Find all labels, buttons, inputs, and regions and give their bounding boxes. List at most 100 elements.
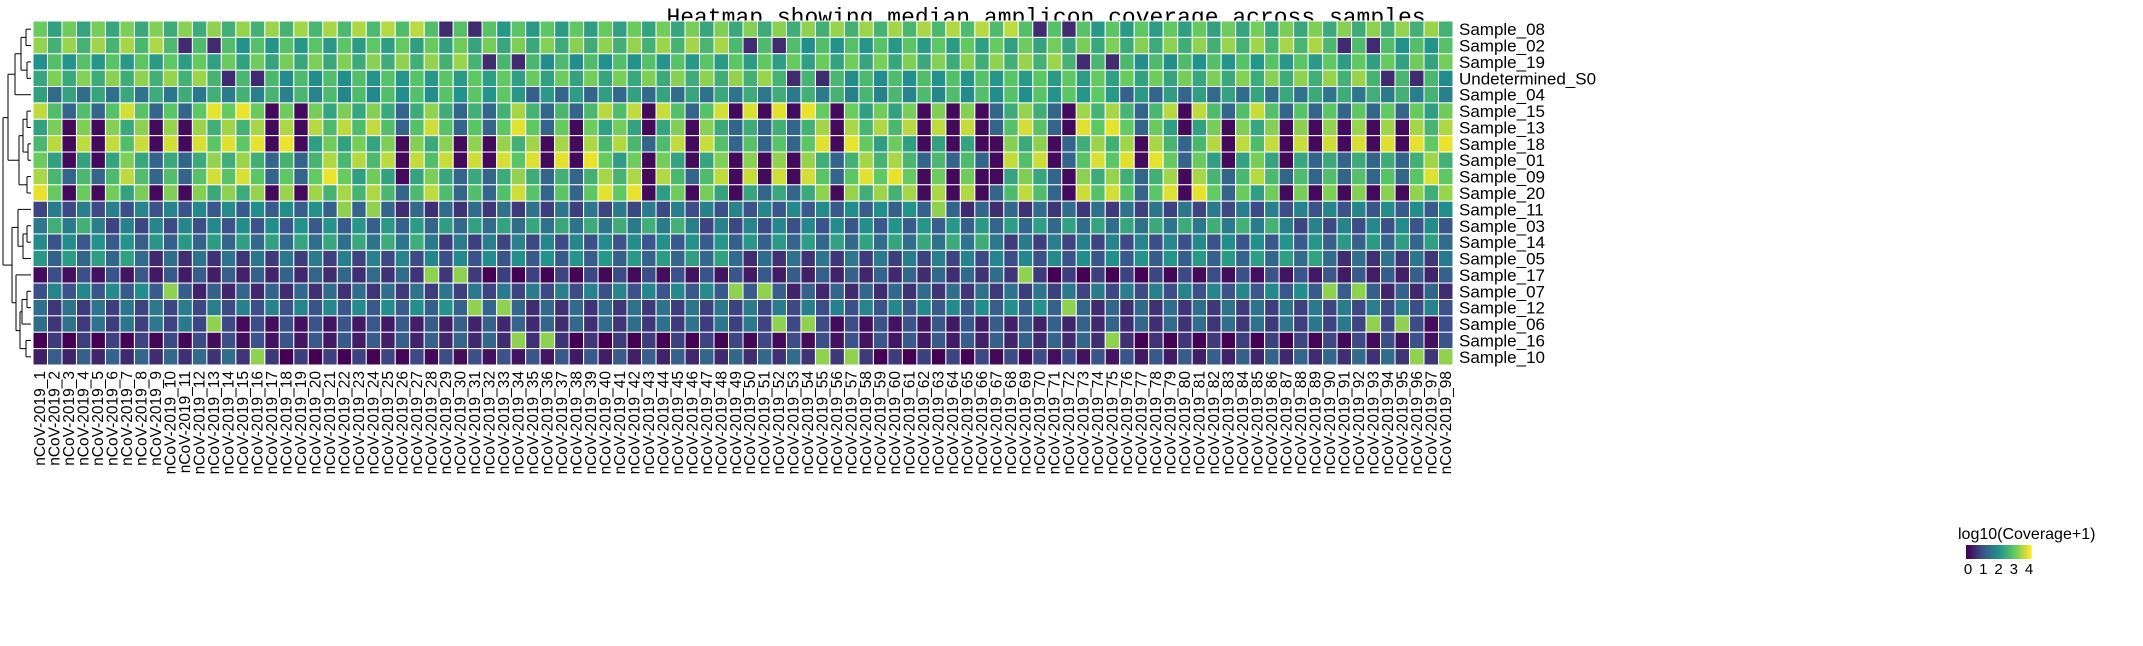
heatmap-cell: [1365, 151, 1382, 169]
heatmap-cell: [278, 167, 295, 186]
heatmap-cell: [771, 331, 787, 350]
heatmap-cell: [670, 86, 686, 104]
heatmap-cell: [1206, 331, 1222, 350]
heatmap-cell: [351, 53, 367, 71]
heatmap-cell: [829, 233, 845, 251]
heatmap-cell: [307, 331, 324, 350]
heatmap-cell: [1090, 20, 1106, 38]
heatmap-cell: [1380, 184, 1396, 202]
heatmap-cell: [1278, 36, 1295, 55]
heatmap-cell: [916, 348, 932, 366]
column-label: nCoV-2019_19: [293, 371, 310, 474]
heatmap-cell: [1191, 200, 1208, 219]
heatmap-cell: [1409, 217, 1425, 235]
heatmap-cell: [1380, 200, 1396, 219]
heatmap-cell: [597, 348, 614, 366]
heatmap-cell: [1162, 266, 1179, 284]
column-label: nCoV-2019_44: [655, 371, 672, 475]
heatmap-cell: [1307, 69, 1324, 88]
heatmap-cell: [467, 167, 483, 186]
heatmap-cell: [264, 102, 280, 120]
heatmap-cell: [742, 217, 758, 235]
heatmap-cell: [1191, 151, 1208, 169]
heatmap-cell: [496, 233, 512, 251]
heatmap-cell: [162, 266, 179, 284]
heatmap-cell: [423, 266, 440, 284]
heatmap-cell: [1394, 69, 1411, 88]
heatmap-cell: [1438, 167, 1454, 186]
legend-swatch: [2019, 545, 2022, 559]
heatmap-cell: [1162, 53, 1179, 71]
heatmap-cell: [336, 298, 353, 317]
heatmap-cell: [177, 249, 193, 268]
heatmap-cell: [554, 184, 570, 202]
heatmap-cell: [380, 282, 396, 300]
legend-swatch: [1985, 545, 1988, 559]
heatmap-cell: [858, 315, 874, 333]
heatmap-cell: [1133, 217, 1150, 235]
heatmap-cell: [771, 348, 787, 366]
heatmap-cell: [1264, 282, 1280, 300]
heatmap-cell: [887, 53, 903, 71]
heatmap-cell: [670, 102, 686, 120]
heatmap-cell: [959, 135, 976, 153]
heatmap-cell: [365, 298, 382, 317]
heatmap-cell: [930, 69, 947, 88]
heatmap-cell: [756, 315, 773, 333]
heatmap-cell: [191, 217, 208, 235]
heatmap-cell: [1061, 315, 1077, 333]
heatmap-cell: [336, 331, 353, 350]
heatmap-cell: [1148, 135, 1164, 153]
heatmap-cell: [1133, 249, 1150, 268]
heatmap-cell: [90, 233, 106, 251]
heatmap-cell: [1220, 266, 1237, 284]
heatmap-cell: [756, 217, 773, 235]
heatmap-cell: [32, 249, 48, 268]
heatmap-cell: [1307, 135, 1324, 153]
heatmap-cell: [771, 151, 787, 169]
heatmap-cell: [568, 151, 585, 169]
heatmap-cell: [713, 200, 730, 219]
heatmap-cell: [641, 249, 657, 268]
heatmap-cell: [452, 200, 469, 219]
heatmap-cell: [684, 184, 701, 202]
heatmap-cell: [1032, 184, 1048, 202]
heatmap-cell: [771, 135, 787, 153]
heatmap-cell: [785, 282, 802, 300]
legend-swatch: [2001, 545, 2004, 559]
heatmap-cell: [670, 348, 686, 366]
heatmap-cell: [1003, 151, 1019, 169]
heatmap-cell: [510, 102, 527, 120]
heatmap-cell: [322, 69, 338, 88]
heatmap-cell: [699, 249, 715, 268]
heatmap-cell: [148, 118, 164, 137]
heatmap-cell: [481, 315, 498, 333]
heatmap-cell: [974, 86, 990, 104]
heatmap-cell: [554, 151, 570, 169]
heatmap-cell: [510, 184, 527, 202]
heatmap-cell: [1380, 53, 1396, 71]
heatmap-cell: [104, 86, 121, 104]
heatmap-cell: [568, 53, 585, 71]
heatmap-cell: [945, 53, 961, 71]
heatmap-cell: [641, 20, 657, 38]
heatmap-cell: [32, 315, 48, 333]
heatmap-cell: [945, 118, 961, 137]
heatmap-cell: [1438, 233, 1454, 251]
heatmap-cell: [655, 282, 672, 300]
heatmap-cell: [1119, 249, 1135, 268]
heatmap-cell: [351, 249, 367, 268]
heatmap-cell: [728, 151, 744, 169]
heatmap-cell: [583, 315, 599, 333]
heatmap-cell: [1322, 69, 1338, 88]
heatmap-cell: [467, 315, 483, 333]
heatmap-cell: [554, 298, 570, 317]
heatmap-cell: [872, 36, 889, 55]
heatmap-cell: [1249, 102, 1266, 120]
heatmap-cell: [785, 167, 802, 186]
heatmap-cell: [365, 184, 382, 202]
heatmap-cell: [235, 102, 251, 120]
heatmap-cell: [1090, 282, 1106, 300]
column-label: nCoV-2019_50: [742, 371, 759, 475]
heatmap-cell: [1032, 20, 1048, 38]
